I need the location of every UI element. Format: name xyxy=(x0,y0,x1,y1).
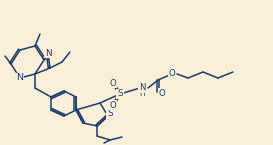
Text: O: O xyxy=(159,88,165,97)
Text: O: O xyxy=(169,69,175,78)
Text: S: S xyxy=(107,109,113,118)
Text: S: S xyxy=(117,89,123,98)
Text: N: N xyxy=(45,48,51,58)
Text: H: H xyxy=(139,88,145,97)
Text: O: O xyxy=(110,78,116,87)
Text: N: N xyxy=(16,74,23,83)
Text: O: O xyxy=(110,100,116,109)
Text: N: N xyxy=(139,84,145,93)
